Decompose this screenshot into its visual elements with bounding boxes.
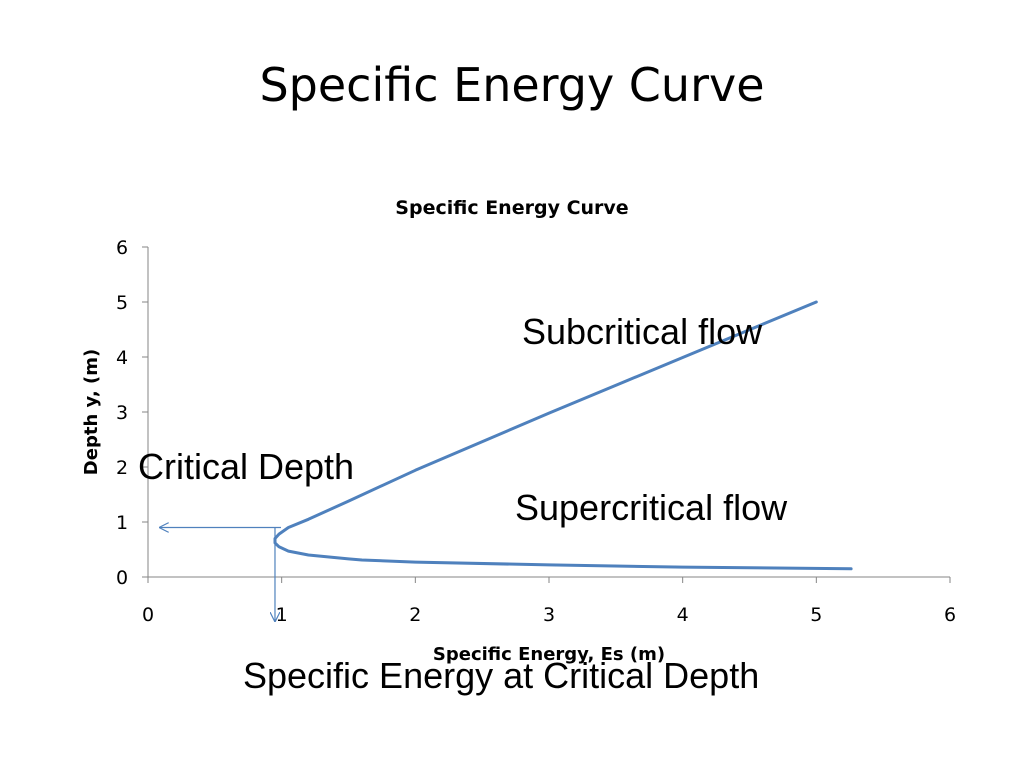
y-tick-label: 2	[116, 457, 128, 479]
x-tick-label: 0	[142, 604, 154, 626]
y-tick-label: 5	[116, 292, 128, 314]
slide-title: Specific Energy Curve	[259, 58, 765, 112]
y-tick-label: 6	[116, 237, 128, 259]
x-tick-label: 6	[944, 604, 956, 626]
y-tick-label: 4	[116, 347, 128, 369]
x-tick-label: 4	[677, 604, 689, 626]
chart-title: Specific Energy Curve	[395, 197, 628, 219]
supercritical-flow-label: Supercritical flow	[515, 487, 788, 528]
chart-tick-labels: 0 1 2 3 4 5 6 0 1 2 3 4 5 6	[116, 237, 956, 626]
y-tick-label: 3	[116, 402, 128, 424]
y-axis-label: Depth y, (m)	[81, 349, 102, 475]
x-tick-label: 3	[543, 604, 555, 626]
x-tick-label: 5	[810, 604, 822, 626]
y-tick-label: 1	[116, 512, 128, 534]
critical-depth-label: Critical Depth	[138, 446, 354, 487]
y-tick-label: 0	[116, 567, 128, 589]
x-tick-label: 1	[276, 604, 288, 626]
x-axis-label: Specific Energy, Es (m)	[433, 644, 665, 665]
subcritical-flow-label: Subcritical flow	[522, 311, 763, 352]
chart-axes	[142, 246, 951, 583]
x-tick-label: 2	[409, 604, 421, 626]
critical-energy-label: Specific Energy at Critical Depth	[243, 655, 759, 696]
